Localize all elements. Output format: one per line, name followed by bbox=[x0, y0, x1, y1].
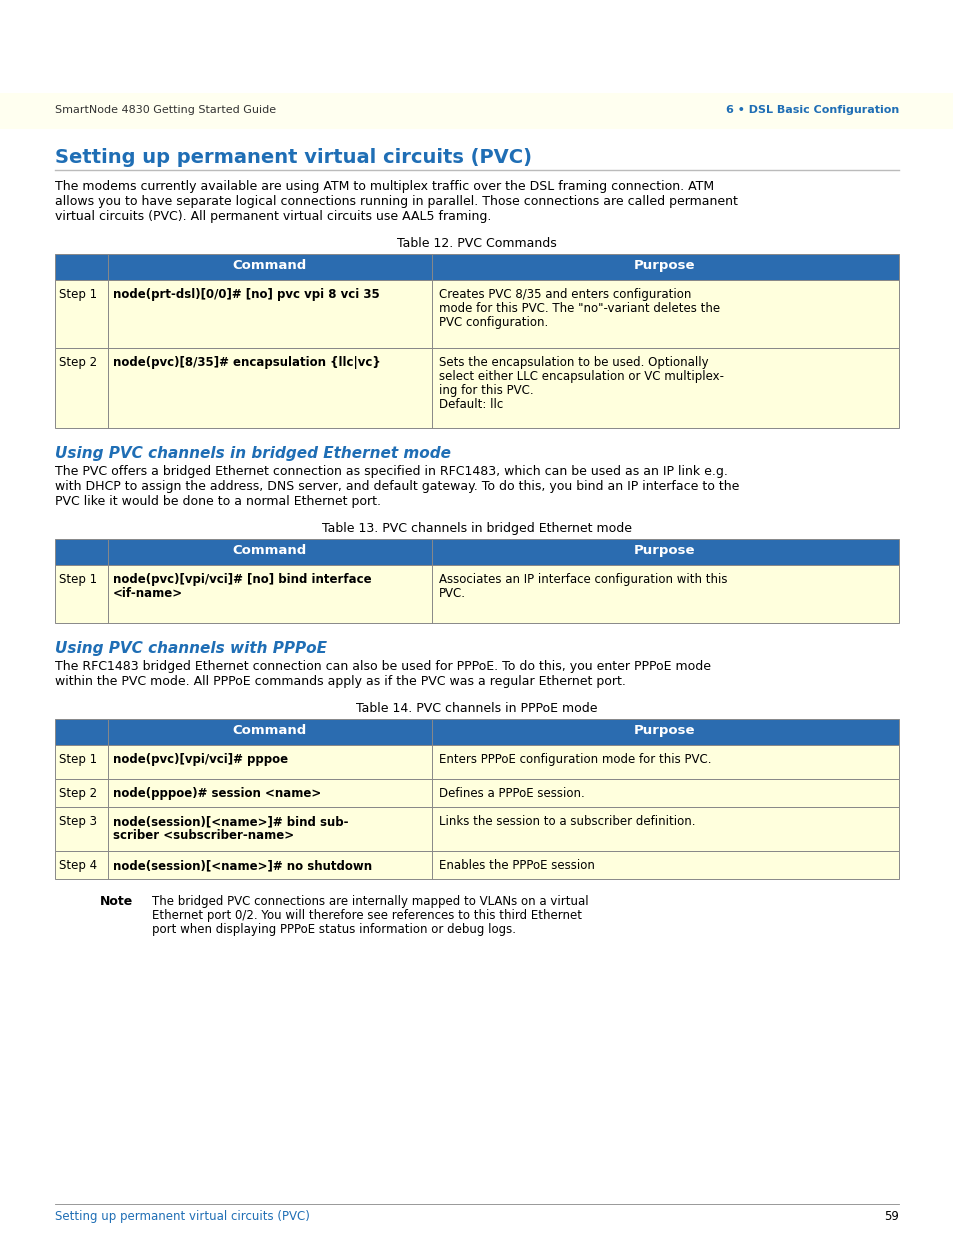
Text: <if-name>: <if-name> bbox=[112, 587, 183, 600]
Text: Associates an IP interface configuration with this: Associates an IP interface configuration… bbox=[438, 573, 727, 585]
Text: mode for this PVC. The "no"-variant deletes the: mode for this PVC. The "no"-variant dele… bbox=[438, 303, 720, 315]
Text: node(pvc)[vpi/vci]# [no] bind interface: node(pvc)[vpi/vci]# [no] bind interface bbox=[112, 573, 372, 585]
Bar bbox=[55, 806, 898, 851]
Text: port when displaying PPPoE status information or debug logs.: port when displaying PPPoE status inform… bbox=[152, 923, 516, 936]
Text: Table 14. PVC channels in PPPoE mode: Table 14. PVC channels in PPPoE mode bbox=[355, 701, 598, 715]
Text: 6 • DSL Basic Configuration: 6 • DSL Basic Configuration bbox=[725, 105, 898, 115]
Text: ing for this PVC.: ing for this PVC. bbox=[438, 384, 533, 396]
Text: Ethernet port 0/2. You will therefore see references to this third Ethernet: Ethernet port 0/2. You will therefore se… bbox=[152, 909, 581, 923]
Text: The PVC offers a bridged Ethernet connection as specified in RFC1483, which can : The PVC offers a bridged Ethernet connec… bbox=[55, 466, 727, 478]
Text: node(pppoe)# session <name>: node(pppoe)# session <name> bbox=[112, 787, 321, 800]
Text: Enables the PPPoE session: Enables the PPPoE session bbox=[438, 860, 595, 872]
Text: PVC.: PVC. bbox=[438, 587, 465, 600]
Bar bbox=[55, 564, 898, 622]
Text: Command: Command bbox=[233, 724, 307, 737]
Text: allows you to have separate logical connections running in parallel. Those conne: allows you to have separate logical conn… bbox=[55, 195, 737, 207]
Text: within the PVC mode. All PPPoE commands apply as if the PVC was a regular Ethern: within the PVC mode. All PPPoE commands … bbox=[55, 676, 625, 688]
Text: Default: llc: Default: llc bbox=[438, 398, 503, 411]
Bar bbox=[55, 719, 898, 745]
Text: Sets the encapsulation to be used. Optionally: Sets the encapsulation to be used. Optio… bbox=[438, 356, 708, 369]
Text: SmartNode 4830 Getting Started Guide: SmartNode 4830 Getting Started Guide bbox=[55, 105, 275, 115]
Text: select either LLC encapsulation or VC multiplex-: select either LLC encapsulation or VC mu… bbox=[438, 370, 723, 383]
Bar bbox=[55, 538, 898, 564]
Text: Enters PPPoE configuration mode for this PVC.: Enters PPPoE configuration mode for this… bbox=[438, 753, 711, 766]
Text: 59: 59 bbox=[883, 1210, 898, 1223]
Text: node(pvc)[vpi/vci]# pppoe: node(pvc)[vpi/vci]# pppoe bbox=[112, 753, 288, 766]
Text: The RFC1483 bridged Ethernet connection can also be used for PPPoE. To do this, : The RFC1483 bridged Ethernet connection … bbox=[55, 659, 710, 673]
Text: Step 1: Step 1 bbox=[59, 573, 97, 585]
Text: Purpose: Purpose bbox=[634, 724, 695, 737]
Bar bbox=[55, 745, 898, 779]
Text: The modems currently available are using ATM to multiplex traffic over the DSL f: The modems currently available are using… bbox=[55, 180, 714, 193]
Text: Setting up permanent virtual circuits (PVC): Setting up permanent virtual circuits (P… bbox=[55, 1210, 310, 1223]
Text: node(pvc)[8/35]# encapsulation {llc|vc}: node(pvc)[8/35]# encapsulation {llc|vc} bbox=[112, 356, 380, 369]
Text: Defines a PPPoE session.: Defines a PPPoE session. bbox=[438, 787, 584, 800]
Bar bbox=[55, 280, 898, 348]
Bar bbox=[55, 851, 898, 879]
Text: Table 12. PVC Commands: Table 12. PVC Commands bbox=[396, 237, 557, 249]
Text: node(prt-dsl)[0/0]# [no] pvc vpi 8 vci 35: node(prt-dsl)[0/0]# [no] pvc vpi 8 vci 3… bbox=[112, 288, 379, 301]
Bar bbox=[55, 348, 898, 429]
Text: virtual circuits (PVC). All permanent virtual circuits use AAL5 framing.: virtual circuits (PVC). All permanent vi… bbox=[55, 210, 491, 224]
Text: Table 13. PVC channels in bridged Ethernet mode: Table 13. PVC channels in bridged Ethern… bbox=[322, 522, 631, 535]
Text: Setting up permanent virtual circuits (PVC): Setting up permanent virtual circuits (P… bbox=[55, 148, 532, 167]
Text: Using PVC channels in bridged Ethernet mode: Using PVC channels in bridged Ethernet m… bbox=[55, 446, 451, 461]
Bar bbox=[55, 254, 898, 280]
Text: node(session)[<name>]# bind sub-: node(session)[<name>]# bind sub- bbox=[112, 815, 348, 827]
Text: Purpose: Purpose bbox=[634, 259, 695, 272]
Text: Creates PVC 8/35 and enters configuration: Creates PVC 8/35 and enters configuratio… bbox=[438, 288, 691, 301]
Bar bbox=[0, 93, 953, 128]
Bar bbox=[55, 779, 898, 806]
Text: Note: Note bbox=[100, 895, 133, 908]
Text: Command: Command bbox=[233, 259, 307, 272]
Text: Step 4: Step 4 bbox=[59, 860, 97, 872]
Text: Links the session to a subscriber definition.: Links the session to a subscriber defini… bbox=[438, 815, 695, 827]
Text: Step 2: Step 2 bbox=[59, 356, 97, 369]
Text: PVC configuration.: PVC configuration. bbox=[438, 316, 548, 329]
Text: Step 2: Step 2 bbox=[59, 787, 97, 800]
Text: Command: Command bbox=[233, 543, 307, 557]
Text: PVC like it would be done to a normal Ethernet port.: PVC like it would be done to a normal Et… bbox=[55, 495, 380, 508]
Text: Step 3: Step 3 bbox=[59, 815, 97, 827]
Text: scriber <subscriber-name>: scriber <subscriber-name> bbox=[112, 829, 294, 842]
Text: Step 1: Step 1 bbox=[59, 753, 97, 766]
Text: with DHCP to assign the address, DNS server, and default gateway. To do this, yo: with DHCP to assign the address, DNS ser… bbox=[55, 480, 739, 493]
Text: node(session)[<name>]# no shutdown: node(session)[<name>]# no shutdown bbox=[112, 860, 372, 872]
Text: The bridged PVC connections are internally mapped to VLANs on a virtual: The bridged PVC connections are internal… bbox=[152, 895, 588, 908]
Text: Using PVC channels with PPPoE: Using PVC channels with PPPoE bbox=[55, 641, 327, 656]
Text: Purpose: Purpose bbox=[634, 543, 695, 557]
Text: Step 1: Step 1 bbox=[59, 288, 97, 301]
